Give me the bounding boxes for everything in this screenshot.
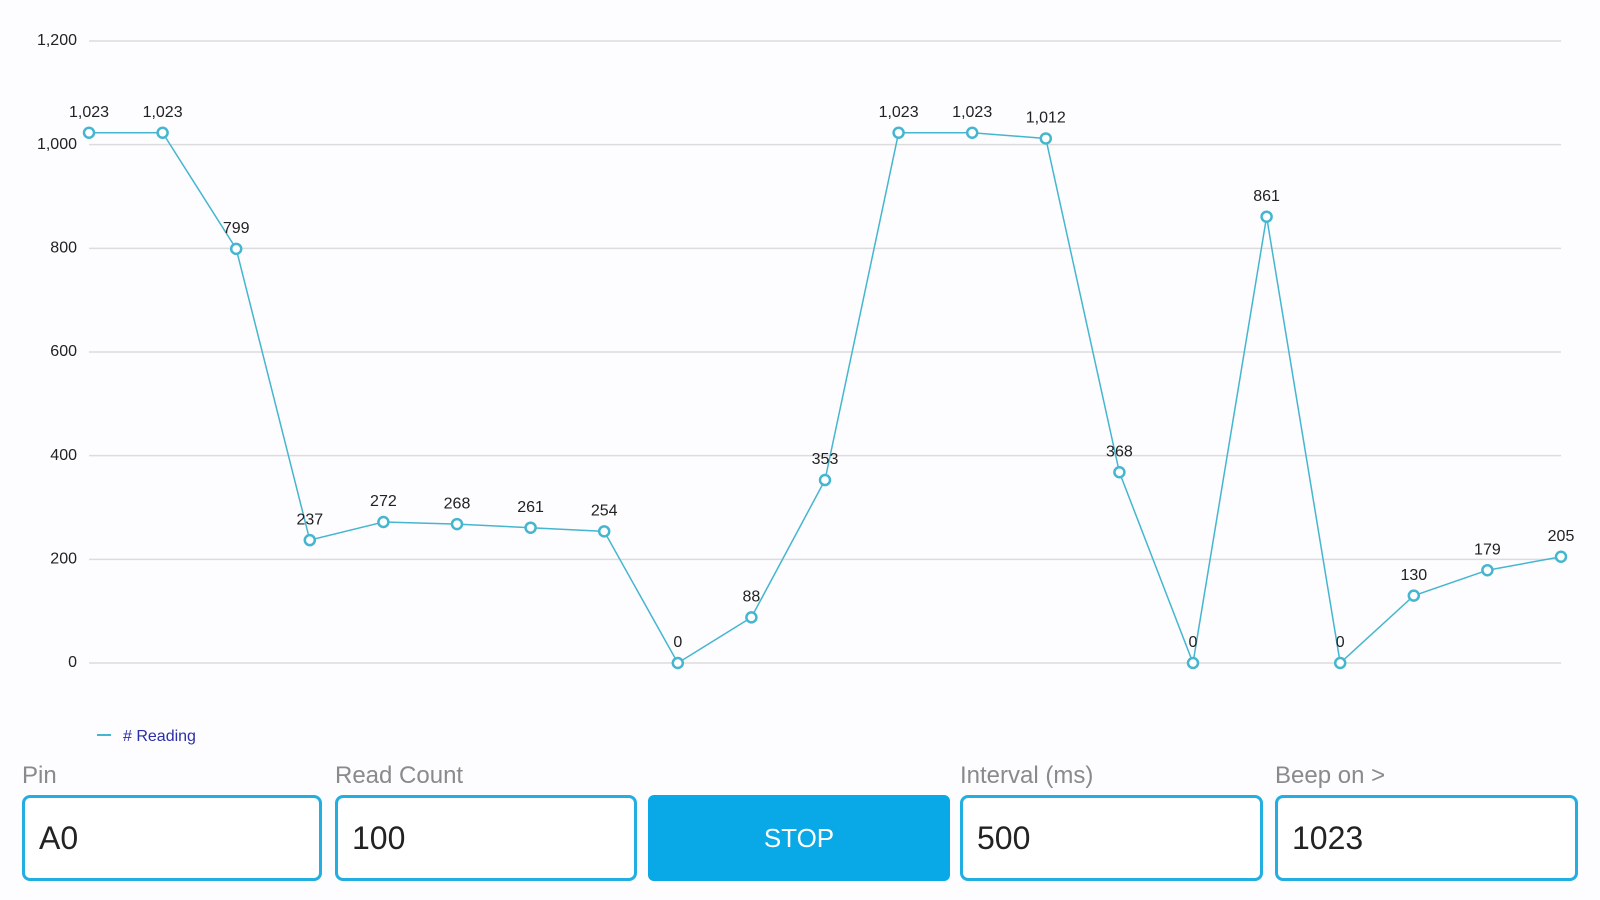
point bbox=[597, 525, 611, 538]
data-label: 353 bbox=[812, 451, 839, 468]
text-input[interactable]: 100 bbox=[335, 795, 637, 881]
text-input[interactable]: 500 bbox=[960, 795, 1263, 881]
data-label: 0 bbox=[673, 634, 682, 651]
point bbox=[1333, 656, 1347, 670]
data-label: 0 bbox=[1336, 634, 1345, 651]
point bbox=[229, 242, 243, 256]
data-label: 272 bbox=[370, 493, 397, 510]
point bbox=[450, 517, 464, 531]
point bbox=[892, 126, 905, 139]
text-input[interactable]: A0 bbox=[22, 795, 322, 881]
point bbox=[671, 656, 685, 670]
field-label: Pin bbox=[22, 762, 57, 789]
point bbox=[82, 126, 96, 139]
point bbox=[156, 126, 169, 139]
y-tick-label: 800 bbox=[50, 240, 77, 257]
y-tick-label: 0 bbox=[68, 654, 77, 671]
legend-label: # Reading bbox=[123, 728, 196, 745]
point bbox=[1186, 656, 1200, 670]
y-tick-label: 600 bbox=[50, 343, 77, 360]
data-label: 1,012 bbox=[1026, 110, 1066, 127]
point bbox=[524, 521, 537, 534]
series-line bbox=[89, 131, 1562, 666]
data-label: 261 bbox=[517, 499, 544, 516]
data-label: 1,023 bbox=[952, 104, 992, 121]
data-label: 254 bbox=[591, 503, 618, 520]
data-label: 1,023 bbox=[879, 104, 919, 121]
y-tick-label: 1,000 bbox=[37, 136, 77, 153]
field-label: Beep on > bbox=[1275, 762, 1386, 789]
point bbox=[303, 533, 317, 547]
data-label: 368 bbox=[1106, 443, 1133, 460]
data-label: 205 bbox=[1548, 528, 1575, 545]
point bbox=[1481, 563, 1494, 577]
data-label: 88 bbox=[743, 589, 761, 606]
chart: 0 200 400 600 800 1,000 1,200 1,023 1,023 799 237 2… bbox=[37, 32, 1575, 745]
point bbox=[1554, 550, 1568, 563]
field-label: Read Count bbox=[335, 762, 464, 789]
point bbox=[1407, 589, 1421, 602]
text-input[interactable]: 1023 bbox=[1275, 795, 1578, 881]
data-label: 237 bbox=[296, 511, 323, 528]
data-label: 0 bbox=[1189, 634, 1198, 651]
point bbox=[1113, 466, 1126, 479]
point bbox=[745, 611, 758, 624]
data-label: 1,023 bbox=[143, 104, 183, 121]
data-label: 179 bbox=[1474, 541, 1501, 558]
point bbox=[377, 515, 390, 529]
data-label: 130 bbox=[1400, 567, 1427, 584]
y-tick-label: 200 bbox=[50, 551, 77, 568]
field-label: Interval (ms) bbox=[960, 762, 1094, 789]
y-tick-label: 400 bbox=[50, 447, 77, 464]
data-label: 799 bbox=[223, 220, 250, 237]
point bbox=[965, 126, 979, 139]
stop-button[interactable]: STOP bbox=[648, 795, 950, 881]
point bbox=[818, 473, 832, 487]
y-tick-label: 1,200 bbox=[37, 32, 77, 49]
data-label: 268 bbox=[444, 495, 471, 512]
data-label: 1,023 bbox=[69, 104, 109, 121]
point bbox=[1039, 132, 1053, 145]
point bbox=[1260, 210, 1273, 223]
data-label: 861 bbox=[1253, 188, 1280, 205]
